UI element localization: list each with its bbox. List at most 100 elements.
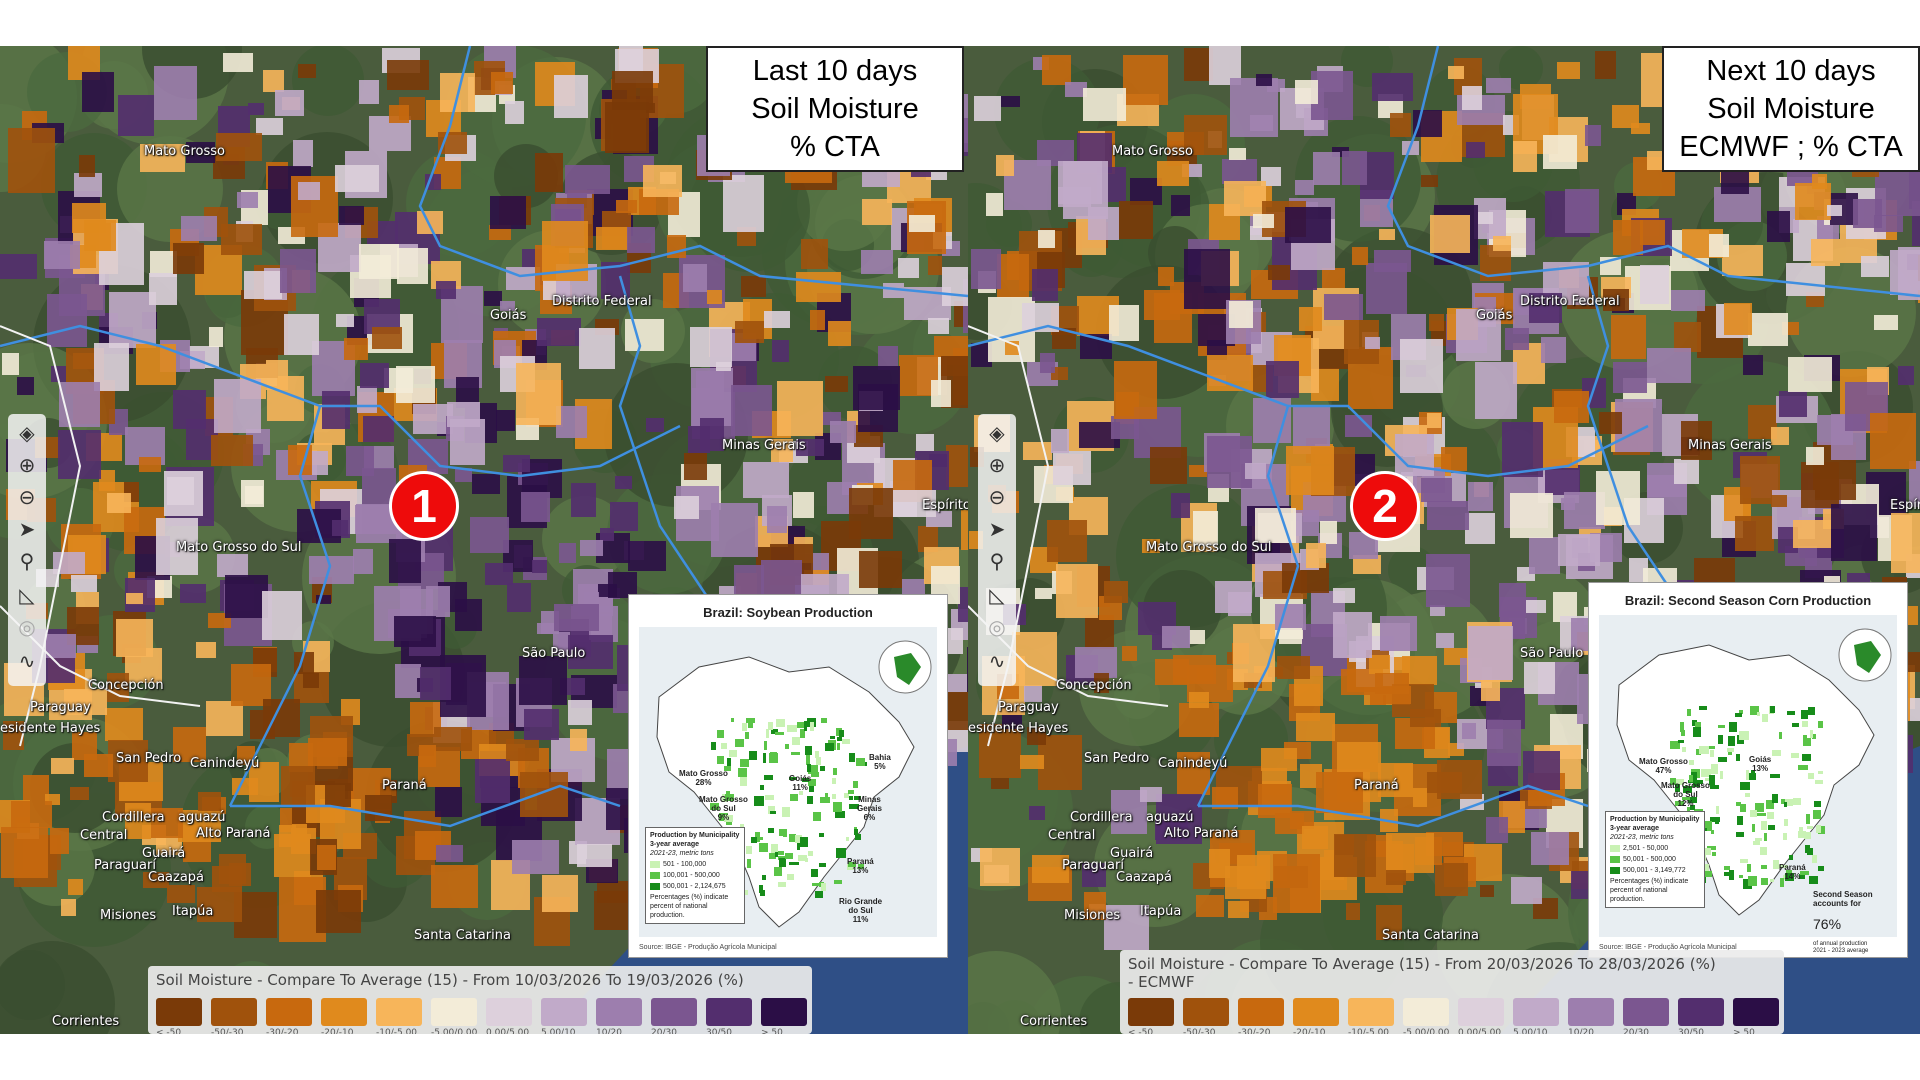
municipality-cell	[1295, 180, 1314, 195]
label-corrientes: Corrientes	[52, 1014, 120, 1029]
municipality-cell	[178, 810, 221, 842]
legend-swatch: 30/50	[706, 998, 752, 1034]
municipality-cell	[71, 575, 97, 592]
measure-icon[interactable]: ◺	[19, 584, 35, 607]
production-cell	[731, 718, 734, 722]
municipality-cell	[1184, 48, 1213, 81]
production-cell	[790, 794, 798, 801]
map-toolbar-right: ◈ ⊕ ⊖ ➤ ⚲ ◺ ◎ ∿	[978, 414, 1016, 686]
municipality-cell	[1558, 534, 1600, 566]
municipality-cell	[237, 746, 255, 765]
municipality-cell	[1130, 178, 1162, 205]
label-misiones: Misiones	[100, 908, 157, 923]
legend-swatch-label: > 50	[1733, 1028, 1755, 1034]
production-cell	[759, 843, 768, 852]
label-guaira: Guairá	[142, 846, 186, 861]
municipality-cell	[643, 165, 682, 197]
left-title-line-2: Soil Moisture	[751, 93, 919, 125]
production-cell	[759, 885, 763, 893]
inset-label-ms: Mato Grosso do Sul 12%	[1661, 781, 1710, 808]
municipality-cell	[1487, 720, 1521, 766]
municipality-cell	[1909, 461, 1920, 507]
layers-icon[interactable]: ◈	[19, 422, 35, 445]
municipality-cell	[707, 290, 722, 304]
municipality-cell	[216, 133, 262, 161]
production-cell	[768, 828, 774, 833]
municipality-cell	[1413, 788, 1427, 807]
municipality-cell	[1346, 903, 1360, 920]
measure-icon[interactable]: ◺	[989, 584, 1005, 607]
right-map-panel[interactable]: Next 10 days Soil Moisture ECMWF ; % CTA…	[968, 46, 1920, 1034]
municipality-cell	[8, 128, 55, 193]
municipality-cell	[281, 766, 315, 807]
search-icon[interactable]: ⚲	[989, 550, 1005, 573]
locate-icon[interactable]: ◎	[18, 616, 36, 639]
municipality-cell	[612, 71, 653, 110]
municipality-cell	[1222, 159, 1257, 184]
municipality-cell	[339, 206, 364, 225]
locate-icon[interactable]: ◎	[988, 616, 1006, 639]
municipality-cell	[1207, 355, 1253, 391]
state-border	[230, 784, 621, 828]
municipality-cell	[332, 520, 348, 536]
inset-label-mato-grosso: Mato Grosso 28%	[679, 769, 728, 787]
legend-swatch: 5.00/10	[541, 998, 587, 1034]
soil-moisture-legend: Soil Moisture - Compare To Average (15) …	[148, 966, 812, 1034]
label-cordillera: Cordillera	[1070, 810, 1133, 825]
municipality-cell	[516, 363, 561, 425]
municipality-cell	[1486, 78, 1511, 93]
production-cell	[1813, 810, 1821, 819]
label-caazapa: Caazapá	[1116, 870, 1173, 885]
production-cell	[785, 853, 793, 859]
municipality-cell	[1671, 290, 1705, 311]
municipality-cell	[1870, 413, 1916, 469]
production-cell	[1757, 712, 1760, 716]
municipality-cell	[1299, 307, 1322, 331]
label-presidente-hayes: esidente Hayes	[0, 721, 101, 736]
municipality-cell	[1383, 686, 1411, 704]
municipality-cell	[1051, 367, 1068, 380]
municipality-cell	[986, 193, 1003, 216]
municipality-cell	[1524, 662, 1555, 694]
municipality-cell	[372, 327, 402, 349]
production-cell	[821, 718, 827, 723]
municipality-cell	[275, 90, 304, 116]
municipality-cell	[1229, 148, 1246, 160]
municipality-cell	[156, 518, 198, 575]
layers-icon[interactable]: ◈	[989, 422, 1005, 445]
municipality-cell	[47, 294, 87, 347]
navigate-icon[interactable]: ➤	[988, 518, 1006, 541]
left-map-panel[interactable]: Last 10 days Soil Moisture % CTA ◈ ⊕ ⊖ ➤…	[0, 46, 968, 1034]
marker-badge-2: 2	[1350, 471, 1420, 541]
municipality-cell	[716, 362, 731, 371]
production-cell	[853, 781, 858, 788]
municipality-cell	[1430, 215, 1470, 253]
municipality-cell	[1674, 322, 1701, 352]
legend-swatch-label: -10/-5.00	[376, 1028, 418, 1034]
zoom-in-icon[interactable]: ⊕	[18, 454, 36, 477]
municipality-cell	[1230, 78, 1278, 137]
municipality-cell	[1613, 362, 1647, 393]
label-san-pedro: San Pedro	[116, 751, 182, 766]
draw-icon[interactable]: ∿	[988, 650, 1006, 673]
municipality-cell	[735, 321, 764, 343]
search-icon[interactable]: ⚲	[19, 550, 35, 573]
municipality-cell	[491, 72, 513, 94]
municipality-cell	[298, 182, 320, 200]
zoom-out-icon[interactable]: ⊖	[988, 486, 1006, 509]
production-cell	[763, 753, 766, 763]
municipality-cell	[1324, 294, 1363, 320]
navigate-icon[interactable]: ➤	[18, 518, 36, 541]
legend-swatch-label: -50/-30	[1183, 1028, 1216, 1034]
zoom-out-icon[interactable]: ⊖	[18, 486, 36, 509]
label-canindeyu: Canindeyú	[190, 756, 260, 771]
zoom-in-icon[interactable]: ⊕	[988, 454, 1006, 477]
production-cell	[805, 858, 808, 862]
production-cell	[1682, 747, 1686, 752]
draw-icon[interactable]: ∿	[18, 650, 36, 673]
municipality-cell	[928, 256, 942, 275]
municipality-cell	[1245, 463, 1266, 479]
production-cell	[778, 851, 784, 855]
municipality-cell	[389, 105, 409, 123]
inset-legend-swatch-low	[1610, 845, 1620, 852]
